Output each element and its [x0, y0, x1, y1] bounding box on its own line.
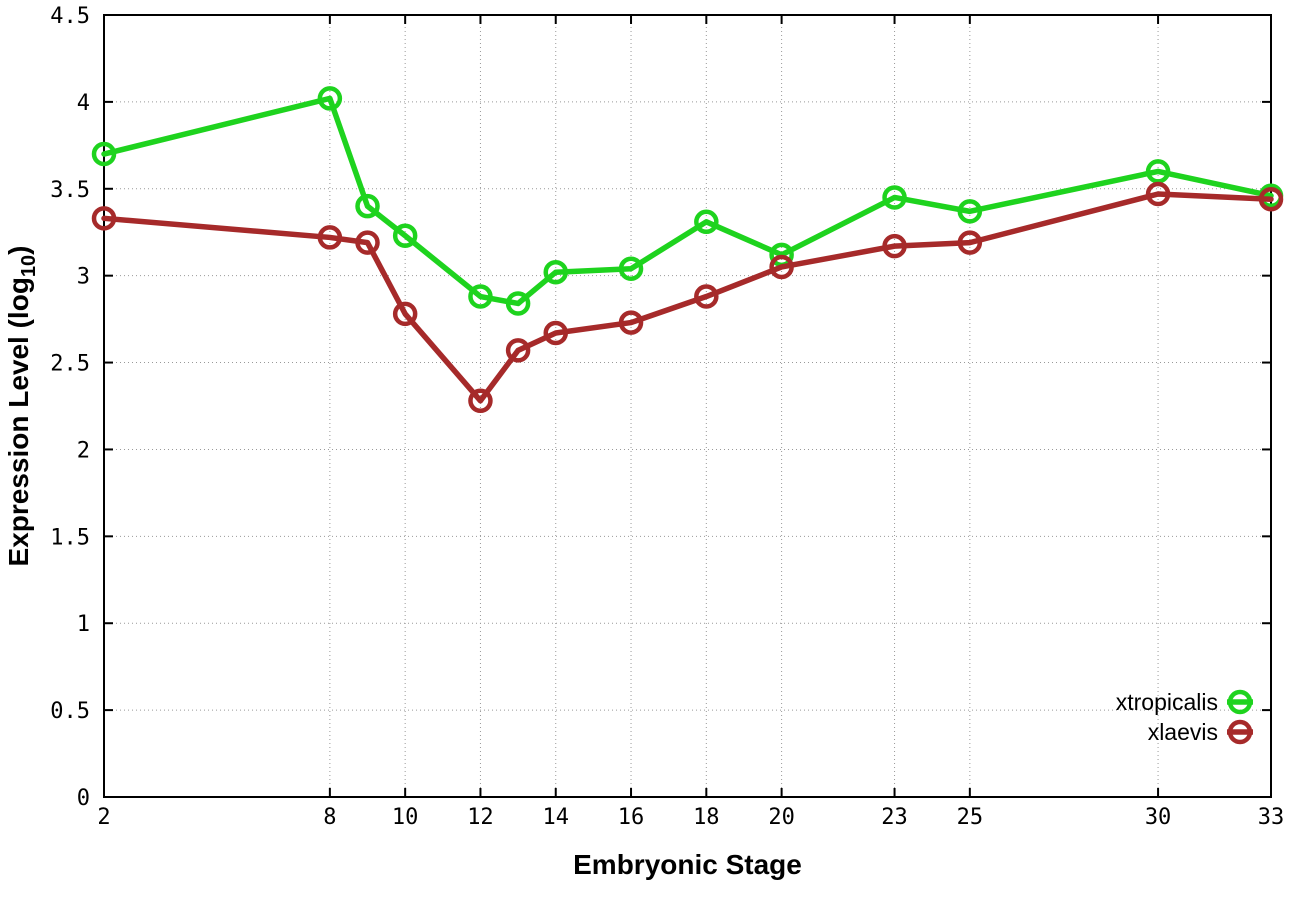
y-axis-title-sub: 10 [18, 255, 40, 277]
series-line-xlaevis [101, 191, 1274, 404]
data-point-xlaevis [769, 254, 794, 280]
x-tick-label: 23 [881, 805, 908, 830]
data-point-xlaevis [882, 233, 907, 259]
data-point-xtropicalis [468, 284, 493, 309]
data-point-xlaevis [317, 225, 343, 250]
plot-frame [103, 14, 1272, 798]
data-point-xlaevis [392, 301, 418, 327]
legend-marker-xlaevis [1227, 719, 1253, 745]
data-point-xtropicalis [1145, 159, 1171, 184]
y-tick-label: 4 [77, 91, 90, 116]
series-xtropicalis [91, 86, 1284, 316]
data-point-xlaevis [618, 310, 644, 335]
y-axis-title-main: Expression Level (log [3, 277, 34, 566]
y-axis-title-end: ) [3, 246, 34, 255]
data-point-xtropicalis [91, 141, 117, 167]
data-point-xtropicalis [505, 291, 531, 316]
data-point-xtropicalis [355, 193, 380, 219]
data-point-xtropicalis [618, 256, 644, 281]
data-point-xtropicalis [317, 86, 343, 111]
data-point-xlaevis [468, 388, 493, 414]
data-point-xtropicalis [392, 223, 418, 248]
x-tick-label: 2 [97, 805, 110, 830]
data-point-xtropicalis [694, 209, 719, 235]
legend: xtropicalis xlaevis [1116, 689, 1253, 745]
y-tick-label: 0.5 [50, 699, 90, 724]
y-tick-label: 4.5 [50, 4, 90, 29]
x-tick-label: 8 [323, 805, 336, 830]
data-point-xtropicalis [957, 199, 983, 224]
data-point-xlaevis [543, 320, 568, 346]
data-point-xlaevis [1145, 181, 1171, 207]
legend-marker-xtropicalis [1227, 689, 1253, 715]
x-tick-label: 14 [542, 805, 569, 830]
x-tick-label: 10 [392, 805, 419, 830]
y-tick-label: 3 [77, 265, 90, 290]
series-xlaevis [91, 181, 1284, 414]
data-point-xtropicalis [543, 259, 568, 285]
x-tick-label: 20 [768, 805, 795, 830]
data-point-xlaevis [91, 206, 117, 231]
y-tick-label: 3.5 [50, 178, 90, 203]
y-tick-label: 2 [77, 438, 90, 463]
data-point-xlaevis [694, 284, 719, 309]
x-tick-label: 16 [618, 805, 645, 830]
legend-label-xtropicalis: xtropicalis [1116, 689, 1218, 715]
y-tick-label: 1.5 [50, 525, 90, 550]
y-tick-label: 0 [77, 786, 90, 811]
data-point-xlaevis [1258, 186, 1284, 212]
data-point-xlaevis [355, 230, 380, 255]
y-tick-label: 1 [77, 612, 90, 637]
legend-label-xlaevis: xlaevis [1148, 719, 1218, 745]
x-tick-label: 18 [693, 805, 720, 830]
data-point-xlaevis [505, 338, 531, 363]
data-point-xtropicalis [882, 185, 907, 210]
x-axis-title: Embryonic Stage [573, 849, 802, 880]
data-point-xlaevis [957, 230, 983, 255]
x-tick-label: 33 [1258, 805, 1285, 830]
y-axis-title: Expression Level (log10) [3, 246, 40, 567]
x-tick-label: 25 [957, 805, 984, 830]
x-tick-label: 30 [1145, 805, 1172, 830]
y-tick-label: 2.5 [50, 352, 90, 377]
axis-ticks [103, 14, 1272, 798]
x-tick-label: 12 [467, 805, 494, 830]
